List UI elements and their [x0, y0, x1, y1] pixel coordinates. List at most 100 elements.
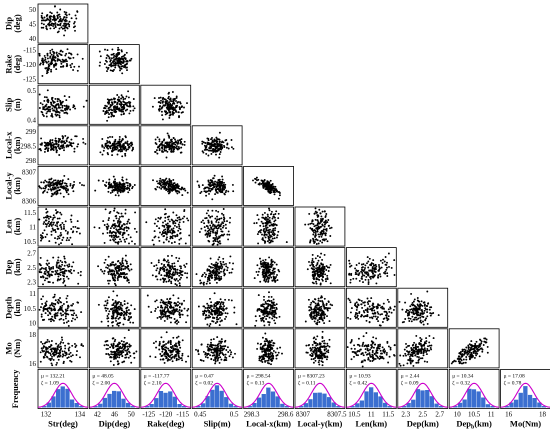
- data-point: [60, 186, 63, 189]
- data-point: [215, 274, 218, 277]
- data-point: [99, 151, 102, 154]
- data-point: [158, 138, 161, 141]
- data-point: [318, 318, 321, 321]
- data-point: [217, 237, 219, 240]
- data-point: [210, 143, 213, 146]
- data-point: [363, 274, 366, 277]
- data-point: [268, 216, 271, 219]
- data-point: [321, 230, 324, 232]
- data-point: [69, 108, 72, 111]
- data-point: [98, 64, 101, 67]
- data-point: [65, 26, 68, 29]
- data-point: [115, 108, 118, 111]
- data-point: [201, 142, 204, 145]
- data-point: [265, 224, 268, 227]
- data-point: [131, 240, 133, 243]
- data-point: [63, 22, 66, 25]
- data-point: [323, 317, 326, 320]
- data-point: [174, 283, 177, 285]
- data-point: [274, 322, 277, 325]
- scatter-panel-slip-vs-dip: [89, 84, 140, 125]
- data-point: [116, 147, 119, 149]
- data-point: [172, 227, 175, 230]
- data-point: [125, 187, 128, 190]
- data-point: [204, 187, 207, 190]
- data-point: [208, 272, 211, 275]
- data-point: [103, 241, 106, 244]
- data-point: [175, 256, 178, 259]
- data-point: [124, 208, 127, 211]
- data-point: [109, 69, 112, 72]
- data-point: [176, 235, 178, 237]
- data-point: [314, 233, 317, 235]
- data-point: [211, 181, 214, 183]
- data-point: [309, 227, 312, 230]
- data-point: [81, 184, 83, 186]
- data-point: [126, 184, 129, 187]
- data-point: [263, 179, 266, 182]
- data-point: [48, 262, 50, 265]
- data-point: [69, 218, 72, 221]
- data-point: [155, 149, 158, 152]
- data-point: [170, 316, 173, 319]
- data-point: [111, 317, 114, 320]
- data-point: [112, 106, 115, 108]
- data-point: [64, 134, 67, 137]
- data-point: [308, 309, 311, 312]
- data-point: [54, 299, 57, 302]
- data-point: [59, 271, 62, 274]
- y-tick-label: 2.7: [27, 250, 36, 258]
- data-point: [54, 209, 57, 212]
- data-point: [173, 224, 176, 227]
- data-point: [267, 277, 269, 279]
- data-point: [73, 147, 76, 150]
- data-point: [122, 113, 125, 116]
- data-point: [124, 142, 127, 144]
- data-point: [177, 101, 180, 103]
- data-point: [373, 270, 376, 273]
- data-point: [205, 212, 208, 215]
- data-point: [315, 306, 318, 309]
- data-point: [158, 272, 161, 275]
- data-point: [163, 274, 166, 277]
- data-point: [316, 255, 319, 257]
- data-point: [120, 186, 123, 189]
- data-point: [257, 231, 260, 233]
- data-point: [263, 279, 266, 282]
- row-label-rake: Rake(deg): [3, 54, 22, 73]
- data-point: [226, 266, 229, 269]
- data-point: [166, 105, 169, 108]
- data-point: [225, 265, 228, 268]
- data-point: [56, 11, 59, 14]
- data-point: [109, 104, 112, 106]
- data-point: [365, 272, 368, 275]
- data-point: [207, 189, 210, 192]
- data-point: [174, 146, 177, 149]
- data-point: [231, 268, 234, 271]
- data-point: [112, 312, 115, 315]
- data-point: [213, 142, 216, 145]
- data-point: [219, 303, 222, 306]
- data-point: [129, 263, 132, 266]
- data-point: [40, 187, 43, 190]
- data-point: [43, 54, 46, 57]
- data-point: [62, 185, 65, 188]
- data-point: [177, 260, 179, 263]
- data-point: [181, 270, 184, 273]
- data-point: [317, 299, 320, 302]
- data-point: [54, 186, 57, 189]
- data-point: [48, 267, 51, 270]
- data-point: [118, 149, 120, 152]
- data-point: [322, 304, 325, 306]
- data-point: [119, 307, 122, 310]
- data-point: [42, 26, 45, 29]
- data-point: [54, 5, 56, 8]
- data-point: [203, 305, 206, 308]
- data-point: [47, 281, 50, 283]
- data-point: [355, 269, 358, 272]
- data-point: [175, 284, 178, 287]
- data-point: [213, 305, 216, 308]
- data-point: [171, 110, 174, 113]
- data-point: [120, 50, 123, 53]
- data-point: [314, 257, 317, 260]
